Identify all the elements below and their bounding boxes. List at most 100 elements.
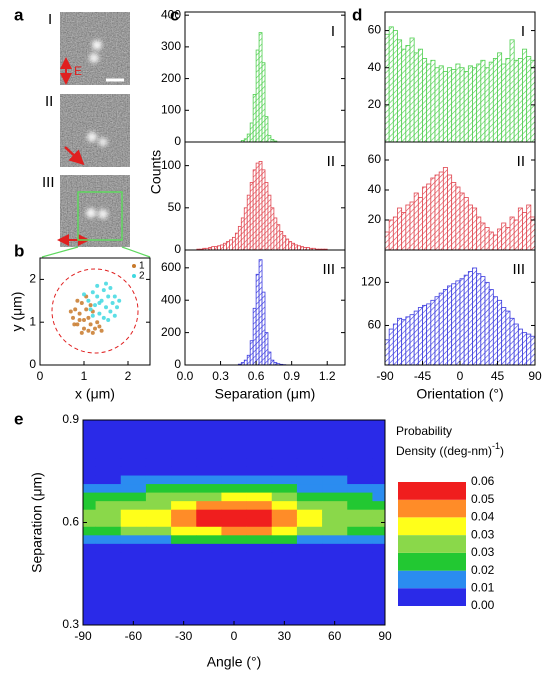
- contour-cell: [83, 543, 96, 553]
- x-tick-label: 1: [81, 369, 88, 383]
- histogram-bar: [526, 333, 532, 366]
- histogram-bar: [488, 289, 494, 366]
- histogram-bar: [497, 52, 503, 143]
- contour-cell: [347, 501, 373, 511]
- histogram-bar: [294, 244, 298, 251]
- contour-cell: [145, 492, 172, 502]
- scatter-point: [97, 300, 102, 305]
- contour-cell: [296, 501, 323, 511]
- scatter-point: [101, 288, 106, 293]
- contour-cell: [171, 518, 197, 528]
- contour-field: [83, 420, 385, 625]
- scatter-point: [112, 313, 117, 318]
- histogram-bar: [451, 69, 457, 143]
- histogram-bar: [229, 239, 233, 251]
- contour-cell: [372, 518, 385, 528]
- contour-cell: [271, 475, 298, 485]
- histogram-bar: [501, 222, 507, 251]
- contour-cell: [120, 543, 147, 553]
- scatter-point: [82, 326, 86, 331]
- row-label: III: [42, 174, 55, 191]
- contour-cell: [372, 458, 385, 468]
- histogram-bar: [282, 235, 287, 251]
- contour-cell: [246, 492, 273, 502]
- histogram-bar: [264, 332, 269, 366]
- x-tick-label: 30: [278, 629, 292, 643]
- histogram-bar: [413, 52, 419, 143]
- y-axis-label: Separation (μm): [29, 472, 45, 573]
- contour-cell: [347, 535, 373, 545]
- y-tick-label: 400: [161, 292, 181, 306]
- contour-cell: [83, 475, 96, 485]
- histogram-bar: [513, 323, 519, 366]
- histogram-bar: [220, 244, 224, 251]
- contour-cell: [271, 492, 298, 502]
- colorbar-label: 0.06: [471, 474, 495, 488]
- contour-cell: [171, 458, 197, 468]
- y-tick-label: 0.3: [62, 617, 79, 631]
- x-axis-label: Separation (μm): [215, 386, 316, 402]
- contour-cell: [296, 518, 323, 528]
- y-tick-label: 50: [168, 200, 182, 214]
- histogram-bar: [522, 48, 528, 143]
- contour-cell: [95, 458, 122, 468]
- y-tick-label: 600: [161, 260, 181, 274]
- histogram-bar: [258, 161, 263, 251]
- subplot-label: II: [327, 153, 335, 170]
- contour-cell: [271, 484, 298, 494]
- contour-cell: [246, 543, 273, 553]
- contour-cell: [145, 543, 172, 553]
- histogram-bar: [513, 219, 519, 251]
- subplot-label: III: [322, 261, 335, 278]
- histogram-bar: [451, 283, 457, 366]
- histogram-bar: [459, 67, 465, 143]
- histogram-bar: [246, 133, 251, 143]
- y-tick-label: 0: [174, 357, 181, 371]
- histogram-bar: [252, 94, 257, 143]
- histogram-bar: [480, 276, 486, 366]
- contour-cell: [347, 484, 373, 494]
- contour-cell: [296, 492, 323, 502]
- scatter-point: [88, 322, 93, 327]
- histogram-bar: [397, 207, 403, 251]
- x-tick-label: 60: [328, 629, 342, 643]
- scatter-point: [77, 318, 82, 323]
- scatter-point: [101, 315, 106, 320]
- histogram-bar: [397, 39, 403, 143]
- histogram-bar: [522, 212, 528, 251]
- scatter-point: [95, 294, 100, 299]
- histogram-bar: [526, 204, 532, 251]
- contour-cell: [322, 492, 348, 502]
- histogram-bar: [232, 236, 236, 251]
- contour-cell: [372, 535, 385, 545]
- x-tick-label: -30: [175, 629, 193, 643]
- scatter-point: [99, 328, 104, 333]
- histogram-bar: [388, 219, 394, 251]
- contour-cell: [145, 509, 172, 519]
- contour-cell: [221, 475, 247, 485]
- contour-cell: [221, 484, 247, 494]
- scatter-point: [95, 283, 100, 288]
- histogram-bar: [426, 303, 432, 366]
- histogram-bar: [467, 65, 473, 143]
- y-tick-label: 0.6: [62, 515, 79, 529]
- histogram-bar: [226, 241, 230, 251]
- contour-cell: [95, 475, 122, 485]
- scatter-point: [71, 315, 75, 320]
- histogram-bar: [388, 328, 394, 366]
- contour-cell: [221, 458, 247, 468]
- contour-cell: [221, 535, 247, 545]
- scatter-point: [73, 307, 78, 312]
- contour-cell: [322, 543, 348, 553]
- histogram-bar: [459, 278, 465, 366]
- histogram-bar: [472, 267, 478, 366]
- histogram-bar: [401, 319, 407, 366]
- colorbar-title-line: Probability: [396, 424, 452, 438]
- histogram-bar: [401, 212, 407, 251]
- histogram-bar: [267, 194, 272, 251]
- contour-cell: [171, 526, 197, 536]
- histogram-bar: [480, 222, 486, 251]
- histogram-bar: [291, 242, 296, 251]
- histogram-bar: [488, 61, 494, 143]
